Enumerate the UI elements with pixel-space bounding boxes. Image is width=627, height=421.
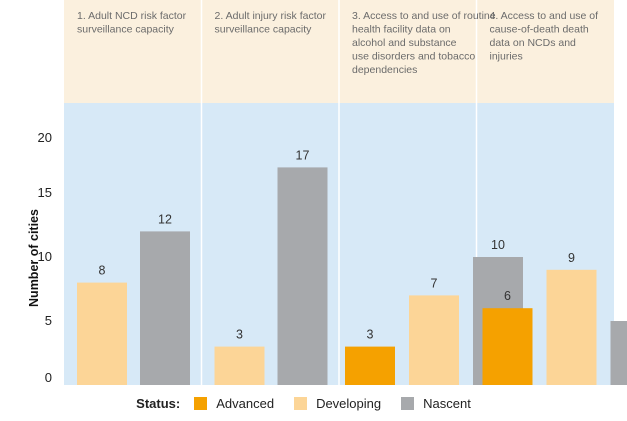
data-label: 8 <box>99 264 106 278</box>
category-header-bg <box>339 0 477 103</box>
category-label: health facility data on <box>352 24 451 36</box>
legend-label-nascent: Nascent <box>423 395 471 411</box>
data-label: 3 <box>367 328 374 342</box>
category-label: cause-of-death death <box>490 24 589 36</box>
legend: Status: Advanced Developing Nascent <box>0 392 627 414</box>
legend-item-advanced: Advanced <box>194 396 274 411</box>
category-header-bg <box>64 0 202 103</box>
category-label: use disorders and tobacco <box>352 51 475 63</box>
category-label: 4. Access to and use of <box>490 10 599 22</box>
category-label: 3. Access to and use of routine <box>352 10 496 22</box>
bar-developing <box>546 269 597 385</box>
category-label: dependencies <box>352 64 417 76</box>
category-label: surveillance capacity <box>77 24 175 36</box>
category-label: 2. Adult injury risk factor <box>215 10 327 22</box>
legend-swatch-developing <box>294 396 308 410</box>
y-axis-label: Number of cities <box>27 209 41 307</box>
data-label: 12 <box>158 212 172 226</box>
bar-advanced <box>482 308 533 385</box>
legend-swatch-advanced <box>194 396 208 410</box>
bar-advanced <box>345 346 395 385</box>
bar-developing <box>409 295 459 385</box>
bar-developing <box>77 282 127 385</box>
category-label: data on NCDs and <box>490 37 577 49</box>
bar-nascent <box>610 321 627 385</box>
category-header-bg <box>201 0 339 103</box>
y-tick-label: 0 <box>45 370 52 385</box>
legend-swatch-nascent <box>401 396 415 410</box>
data-label: 17 <box>296 148 310 162</box>
legend-title: Status: <box>136 395 181 411</box>
y-tick-label: 5 <box>45 313 52 328</box>
legend-item-nascent: Nascent <box>401 396 471 411</box>
data-label: 6 <box>504 289 511 303</box>
category-label: 1. Adult NCD risk factor <box>77 10 187 22</box>
data-label: 9 <box>568 251 575 265</box>
data-label: 7 <box>431 276 438 290</box>
legend-label-developing: Developing <box>316 395 382 411</box>
category-label: injuries <box>490 51 523 63</box>
y-tick-label: 10 <box>38 249 52 264</box>
data-label: 3 <box>236 328 243 342</box>
bar-nascent <box>277 167 328 385</box>
bar-developing <box>214 346 265 385</box>
category-header-bg <box>476 0 614 103</box>
y-tick-label: 20 <box>38 130 52 145</box>
bar-nascent <box>140 231 190 385</box>
category-label: surveillance capacity <box>215 24 313 36</box>
legend-item-developing: Developing <box>294 396 381 411</box>
legend-label-advanced: Advanced <box>216 395 275 411</box>
category-label: alcohol and substance <box>352 37 457 49</box>
data-label: 10 <box>491 238 505 252</box>
y-tick-label: 15 <box>38 185 52 200</box>
